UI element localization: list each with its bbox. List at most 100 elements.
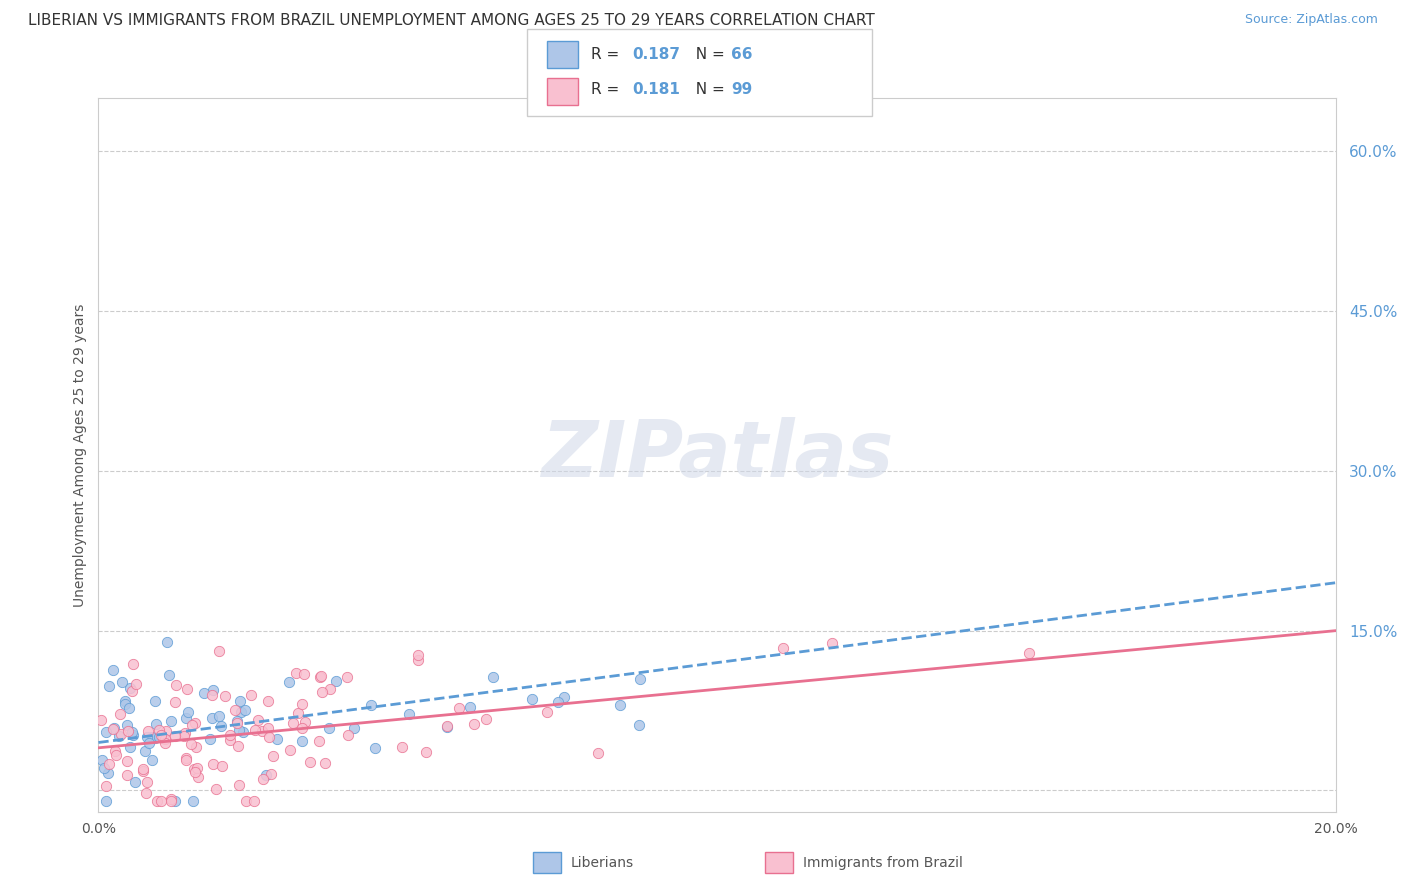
Point: [94, 725, 117, 739]
Point: [145, 717, 167, 731]
Point: [287, 706, 309, 720]
Point: [108, 706, 131, 721]
Point: [205, 782, 228, 797]
Point: [266, 732, 288, 747]
Point: [115, 754, 138, 768]
Point: [337, 728, 360, 742]
Point: [107, 729, 129, 743]
Point: [627, 718, 650, 732]
Text: 0.187: 0.187: [633, 47, 681, 62]
Point: [211, 759, 233, 773]
Point: [201, 711, 224, 725]
Point: [118, 740, 141, 755]
Point: [173, 726, 195, 740]
Point: [278, 743, 301, 757]
Point: [243, 794, 266, 808]
Point: [235, 794, 257, 808]
Point: [536, 705, 558, 719]
Point: [184, 740, 207, 755]
Point: [141, 730, 163, 744]
Text: Liberians: Liberians: [571, 855, 634, 870]
Point: [114, 698, 136, 712]
Point: [226, 716, 249, 731]
Point: [186, 761, 208, 775]
Point: [135, 774, 157, 789]
Point: [117, 723, 139, 738]
Point: [143, 694, 166, 708]
Point: [104, 744, 127, 758]
Point: [364, 741, 387, 756]
Point: [308, 734, 330, 748]
Point: [228, 694, 250, 708]
Point: [148, 731, 170, 745]
Point: [114, 694, 136, 708]
Point: [101, 663, 124, 677]
Point: [153, 732, 176, 747]
Point: [138, 736, 160, 750]
Point: [180, 737, 202, 751]
Point: [94, 794, 117, 808]
Point: [209, 719, 232, 733]
Point: [94, 779, 117, 793]
Point: [141, 753, 163, 767]
Point: [628, 673, 651, 687]
Point: [281, 716, 304, 731]
Point: [609, 698, 631, 713]
Point: [243, 723, 266, 737]
Point: [232, 725, 254, 739]
Point: [118, 681, 141, 695]
Point: [415, 745, 437, 759]
Point: [294, 714, 316, 729]
Point: [398, 706, 420, 721]
Point: [143, 731, 166, 745]
Point: [247, 713, 270, 727]
Point: [298, 755, 321, 769]
Text: N =: N =: [686, 82, 730, 97]
Point: [160, 794, 183, 808]
Point: [136, 730, 159, 744]
Point: [173, 730, 195, 744]
Point: [177, 705, 200, 719]
Point: [117, 718, 139, 732]
Point: [547, 695, 569, 709]
Point: [97, 765, 120, 780]
Point: [90, 753, 112, 767]
Point: [311, 685, 333, 699]
Point: [132, 764, 155, 778]
Point: [153, 735, 176, 749]
Point: [224, 703, 246, 717]
Point: [449, 700, 471, 714]
Point: [254, 768, 277, 782]
Point: [174, 711, 197, 725]
Point: [98, 757, 121, 772]
Point: [155, 723, 177, 738]
Point: [226, 714, 249, 728]
Point: [228, 723, 250, 738]
Text: 99: 99: [731, 82, 752, 97]
Point: [157, 668, 180, 682]
Point: [121, 724, 143, 739]
Point: [218, 728, 240, 742]
Point: [135, 786, 157, 800]
Point: [256, 694, 278, 708]
Point: [146, 794, 169, 808]
Point: [208, 708, 231, 723]
Point: [183, 715, 205, 730]
Point: [343, 721, 366, 735]
Point: [152, 731, 174, 745]
Point: [291, 721, 314, 735]
Point: [233, 703, 256, 717]
Point: [165, 678, 187, 692]
Text: ZIPatlas: ZIPatlas: [541, 417, 893, 493]
Point: [586, 747, 609, 761]
Point: [176, 681, 198, 696]
Point: [1018, 647, 1040, 661]
Point: [821, 636, 844, 650]
Point: [277, 674, 299, 689]
Point: [93, 761, 115, 775]
Point: [111, 675, 134, 690]
Point: [122, 657, 145, 672]
Point: [121, 684, 143, 698]
Point: [183, 764, 205, 779]
Point: [360, 698, 382, 712]
